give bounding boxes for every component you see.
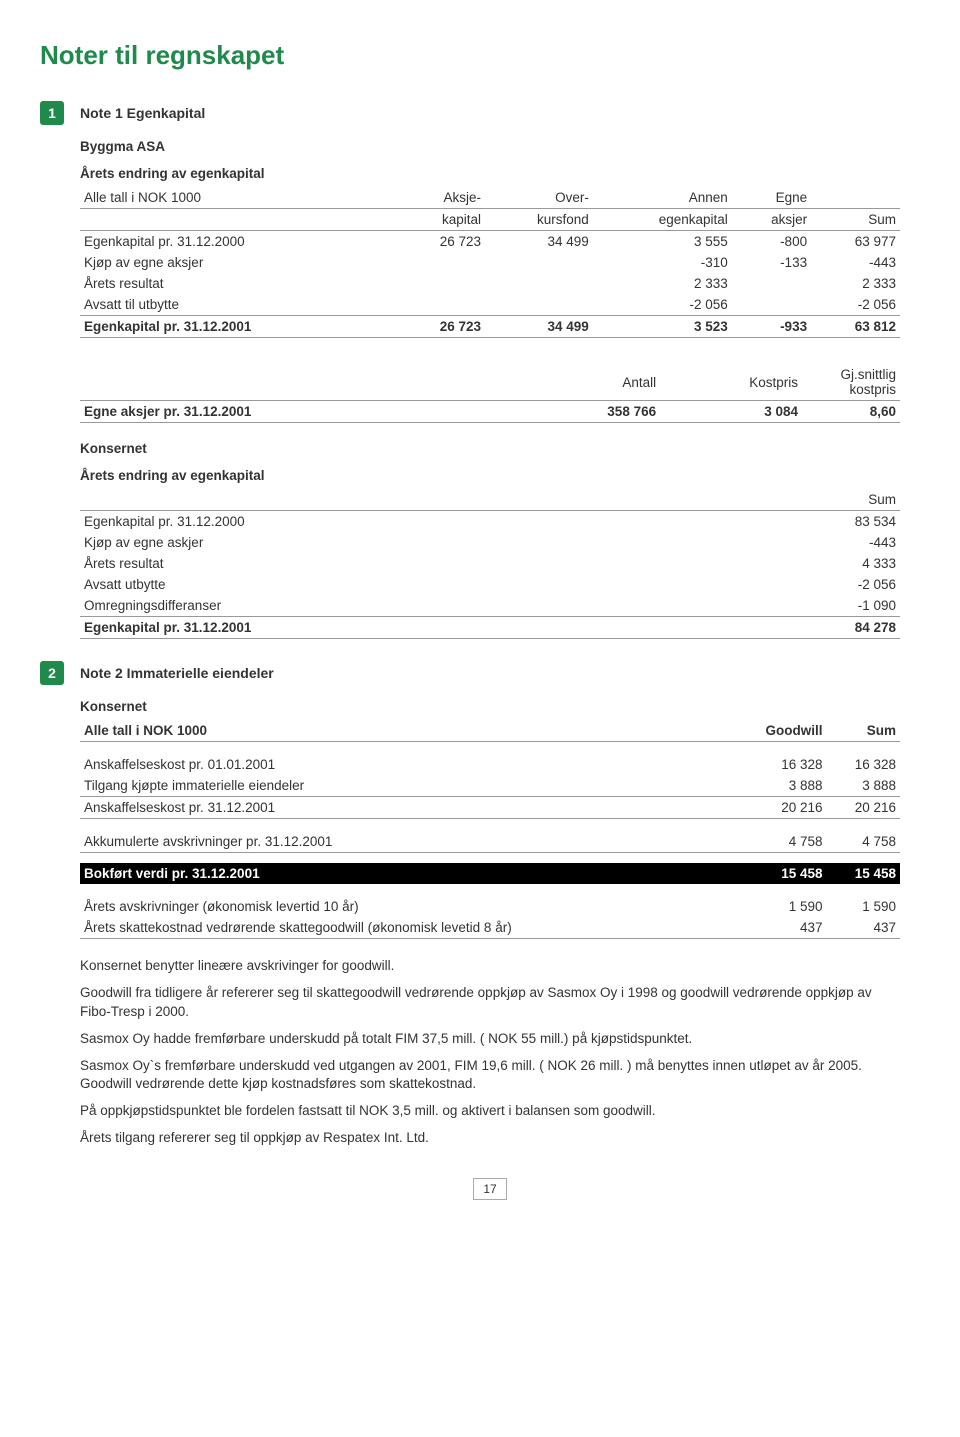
th: aksjer bbox=[732, 209, 811, 231]
table-row: Avsatt til utbytte -2 056 -2 056 bbox=[80, 294, 900, 316]
table-row: Anskaffelseskost pr. 01.01.2001 16 328 1… bbox=[80, 754, 900, 775]
th: Annen bbox=[593, 187, 732, 209]
table-row: Kjøp av egne askjer -443 bbox=[80, 532, 900, 553]
table-row-book-value: Bokført verdi pr. 31.12.2001 15 458 15 4… bbox=[80, 863, 900, 884]
note2-title: Note 2 Immaterielle eiendeler bbox=[80, 665, 274, 681]
th: Gj.snittlig kostpris bbox=[802, 364, 900, 401]
konsernet-label-1: Konsernet bbox=[80, 441, 900, 456]
th: Alle tall i NOK 1000 bbox=[80, 720, 730, 742]
th: Alle tall i NOK 1000 bbox=[80, 187, 396, 209]
th: Egne bbox=[732, 187, 811, 209]
table-row-total: Egenkapital pr. 31.12.2001 26 723 34 499… bbox=[80, 316, 900, 338]
th bbox=[811, 187, 900, 209]
table-row: Egenkapital pr. 31.12.2000 83 534 bbox=[80, 511, 900, 533]
note2-para: Konsernet benytter lineære avskrivinger … bbox=[80, 957, 900, 976]
table-row: Kjøp av egne aksjer -310 -133 -443 bbox=[80, 252, 900, 273]
note2-header: 2 Note 2 Immaterielle eiendeler bbox=[40, 661, 900, 685]
table-row: Tilgang kjøpte immaterielle eiendeler 3 … bbox=[80, 775, 900, 797]
note2-para: Årets tilgang refererer seg til oppkjøp … bbox=[80, 1129, 900, 1148]
th: kapital bbox=[396, 209, 485, 231]
table-row: Egne aksjer pr. 31.12.2001 358 766 3 084… bbox=[80, 401, 900, 423]
note2-para: Sasmox Oy hadde fremførbare underskudd p… bbox=[80, 1030, 900, 1049]
note1-header: 1 Note 1 Egenkapital bbox=[40, 101, 900, 125]
th: Aksje- bbox=[396, 187, 485, 209]
section-b-heading: Årets endring av egenkapital bbox=[80, 468, 900, 483]
equity-change-parent-table: Alle tall i NOK 1000 Aksje- Over- Annen … bbox=[80, 187, 900, 338]
th: Sum bbox=[827, 720, 901, 742]
th: Kostpris bbox=[660, 364, 802, 401]
table-row: Akkumulerte avskrivninger pr. 31.12.2001… bbox=[80, 831, 900, 853]
table-row: Avsatt utbytte -2 056 bbox=[80, 574, 900, 595]
table-row: Egenkapital pr. 31.12.2000 26 723 34 499… bbox=[80, 231, 900, 253]
th: Sum bbox=[720, 489, 900, 511]
th bbox=[80, 209, 396, 231]
table-row: Årets resultat 4 333 bbox=[80, 553, 900, 574]
note2-para: Goodwill fra tidligere år refererer seg … bbox=[80, 984, 900, 1022]
th: Antall bbox=[518, 364, 660, 401]
table-row-total: Egenkapital pr. 31.12.2001 84 278 bbox=[80, 617, 900, 639]
note1-title: Note 1 Egenkapital bbox=[80, 105, 205, 121]
equity-change-group-table: Sum Egenkapital pr. 31.12.2000 83 534 Kj… bbox=[80, 489, 900, 639]
th: egenkapital bbox=[593, 209, 732, 231]
note2-badge: 2 bbox=[40, 661, 64, 685]
page-number: 17 bbox=[473, 1178, 507, 1200]
note2-para: Sasmox Oy`s fremførbare underskudd ved u… bbox=[80, 1057, 900, 1095]
th: kursfond bbox=[485, 209, 593, 231]
company-name: Byggma ASA bbox=[80, 139, 900, 154]
th: Goodwill bbox=[730, 720, 827, 742]
table-row-subtotal: Anskaffelseskost pr. 31.12.2001 20 216 2… bbox=[80, 797, 900, 819]
th bbox=[80, 489, 720, 511]
table-row: Årets resultat 2 333 2 333 bbox=[80, 273, 900, 294]
section-a-heading: Årets endring av egenkapital bbox=[80, 166, 900, 181]
table-row: Omregningsdifferanser -1 090 bbox=[80, 595, 900, 617]
note1-badge: 1 bbox=[40, 101, 64, 125]
th bbox=[80, 364, 518, 401]
konsernet-label-2: Konsernet bbox=[80, 699, 900, 714]
table-row: Årets avskrivninger (økonomisk levertid … bbox=[80, 896, 900, 917]
th: Over- bbox=[485, 187, 593, 209]
page-title: Noter til regnskapet bbox=[40, 40, 900, 71]
th: Sum bbox=[811, 209, 900, 231]
own-shares-table: Antall Kostpris Gj.snittlig kostpris Egn… bbox=[80, 364, 900, 423]
note2-para: På oppkjøpstidspunktet ble fordelen fast… bbox=[80, 1102, 900, 1121]
table-row: Årets skattekostnad vedrørende skattegoo… bbox=[80, 917, 900, 939]
intangibles-table: Alle tall i NOK 1000 Goodwill Sum Anskaf… bbox=[80, 720, 900, 939]
